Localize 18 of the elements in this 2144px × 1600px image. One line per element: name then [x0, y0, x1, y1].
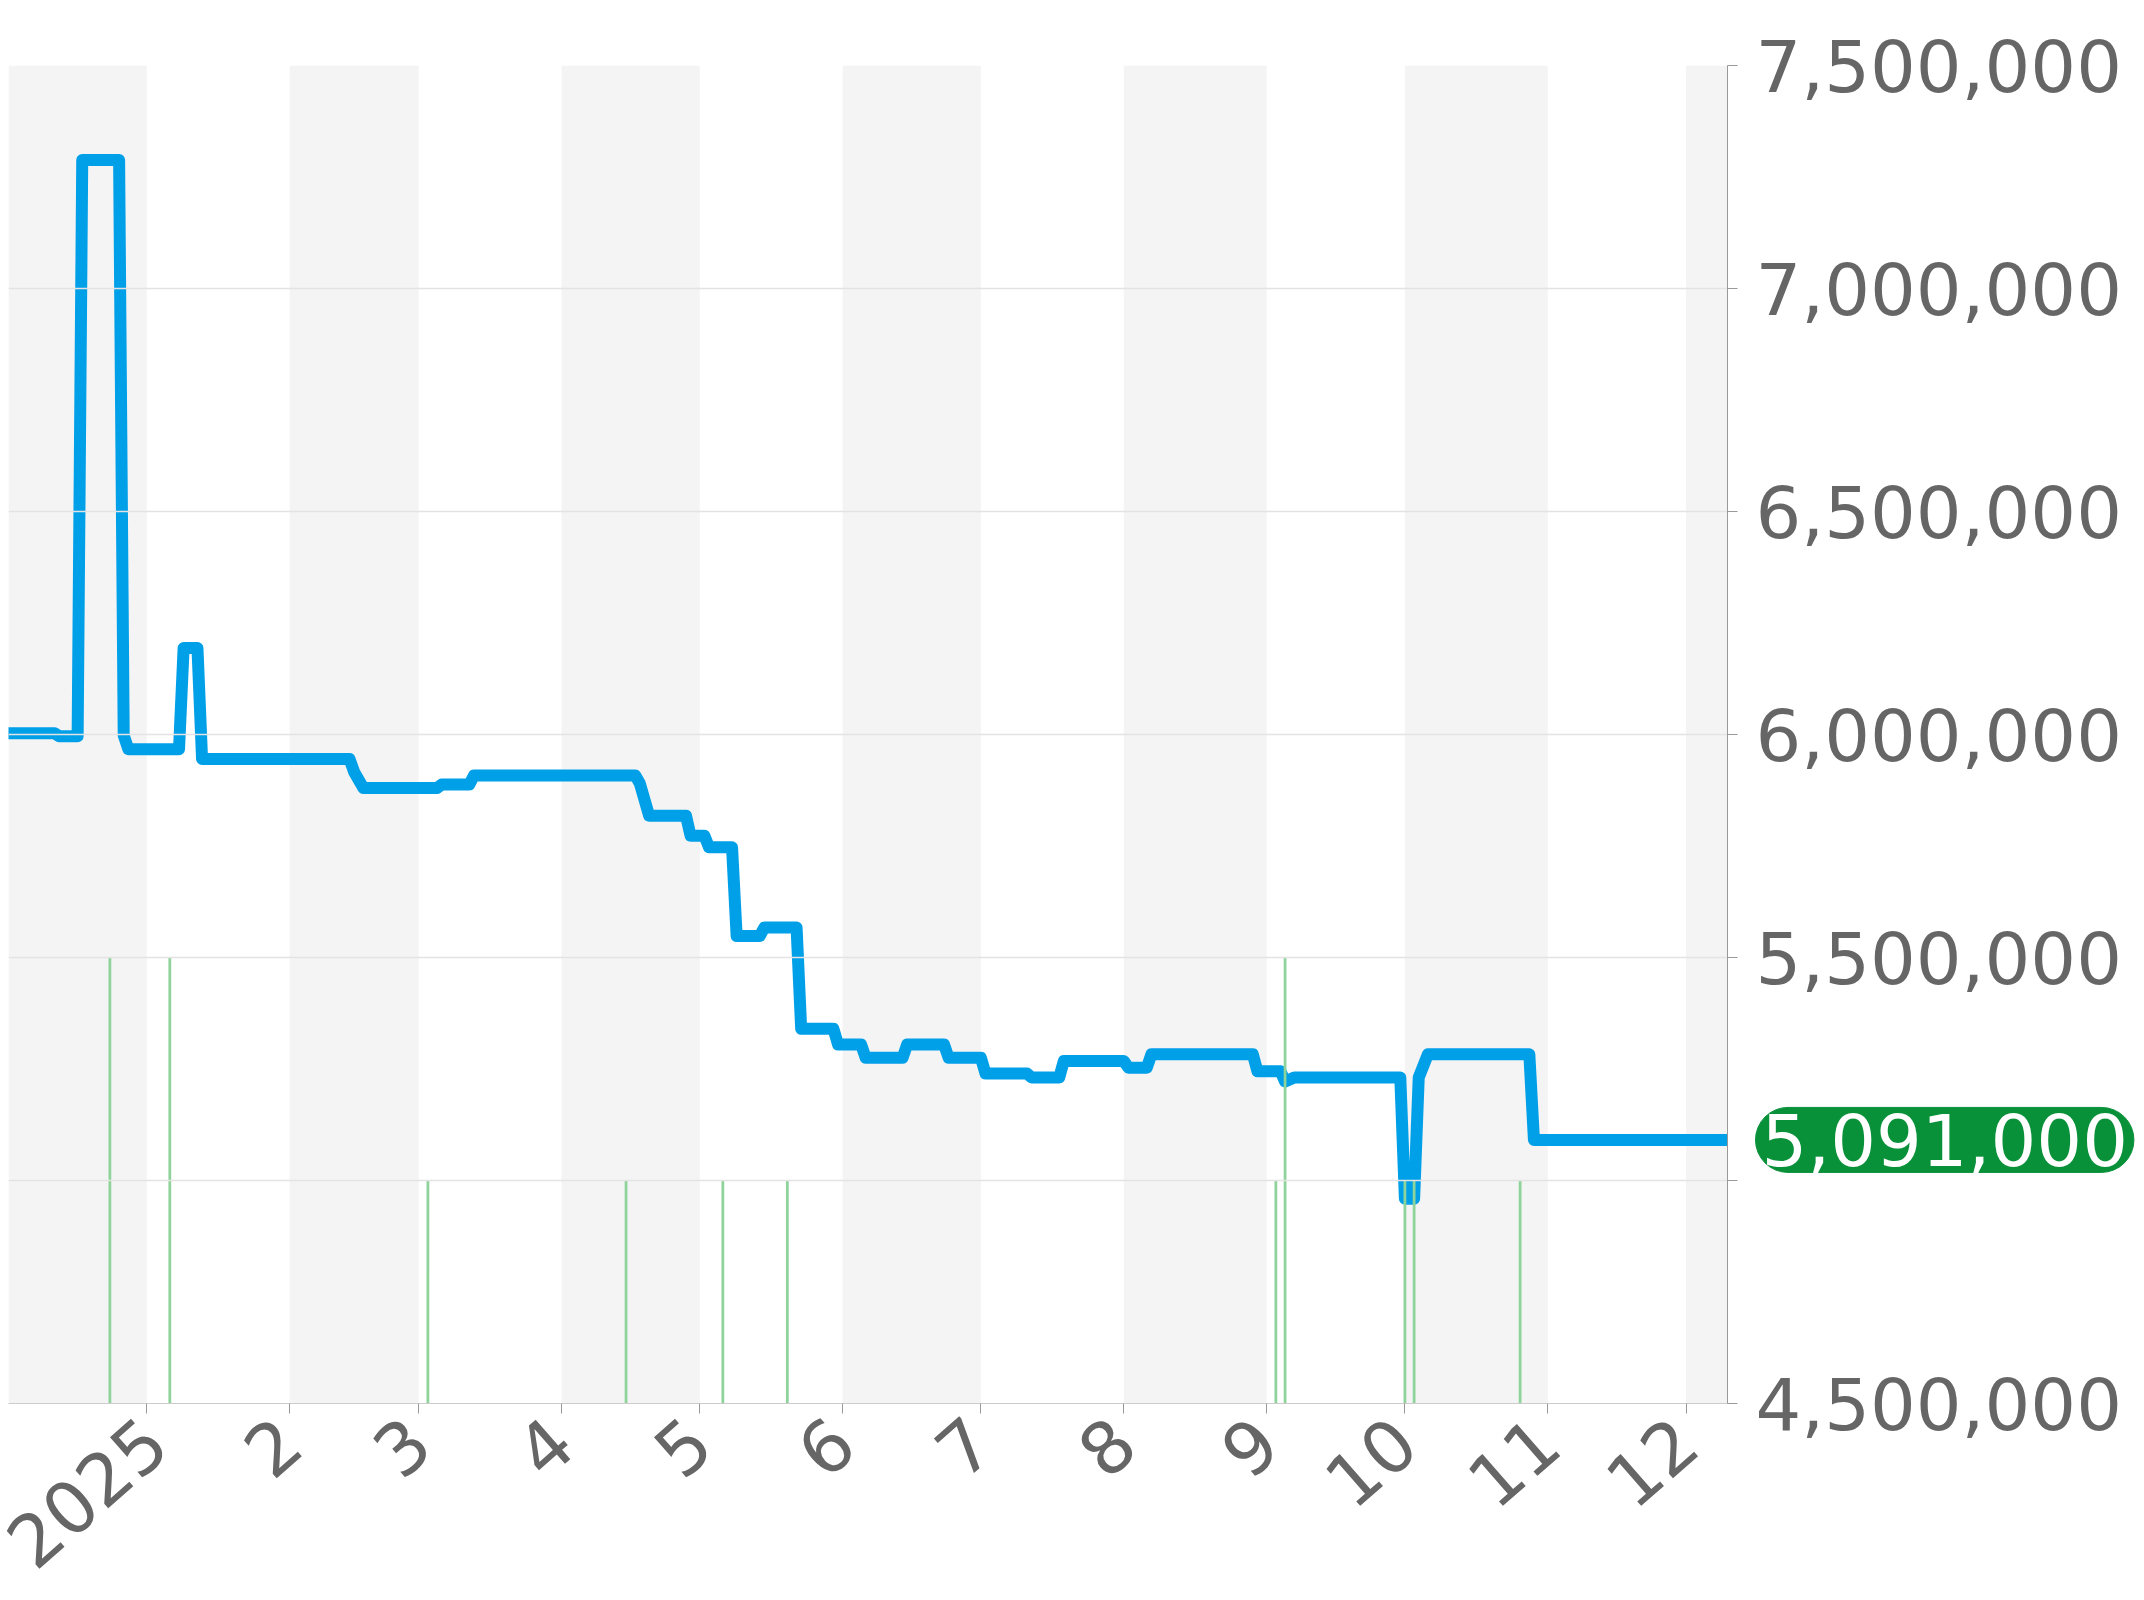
x-tick-label: 12: [1590, 1401, 1715, 1525]
x-tick-label: 8: [1062, 1401, 1153, 1495]
x-tick-label: 5: [638, 1401, 729, 1495]
x-tick-label: 10: [1309, 1401, 1434, 1525]
x-tick-label: 4: [500, 1401, 591, 1495]
y-tick-label: 7,000,000: [1755, 248, 2122, 332]
y-tick-label: 6,000,000: [1755, 694, 2122, 778]
x-tick-label: 9: [1205, 1401, 1296, 1495]
y-tick-label: 6,500,000: [1755, 471, 2122, 555]
x-tick-label: 3: [357, 1401, 448, 1495]
x-tick-label: 7: [919, 1401, 1010, 1495]
x-tick-label: 11: [1452, 1401, 1577, 1525]
y-tick-label: 7,500,000: [1755, 25, 2122, 109]
x-tick-label: 2: [228, 1401, 319, 1495]
y-tick-label: 5,500,000: [1755, 917, 2122, 1001]
y-tick-label: 4,500,000: [1755, 1363, 2122, 1447]
x-tick-label: 6: [781, 1401, 872, 1495]
annotation: 5,091,000: [1761, 1099, 2128, 1184]
